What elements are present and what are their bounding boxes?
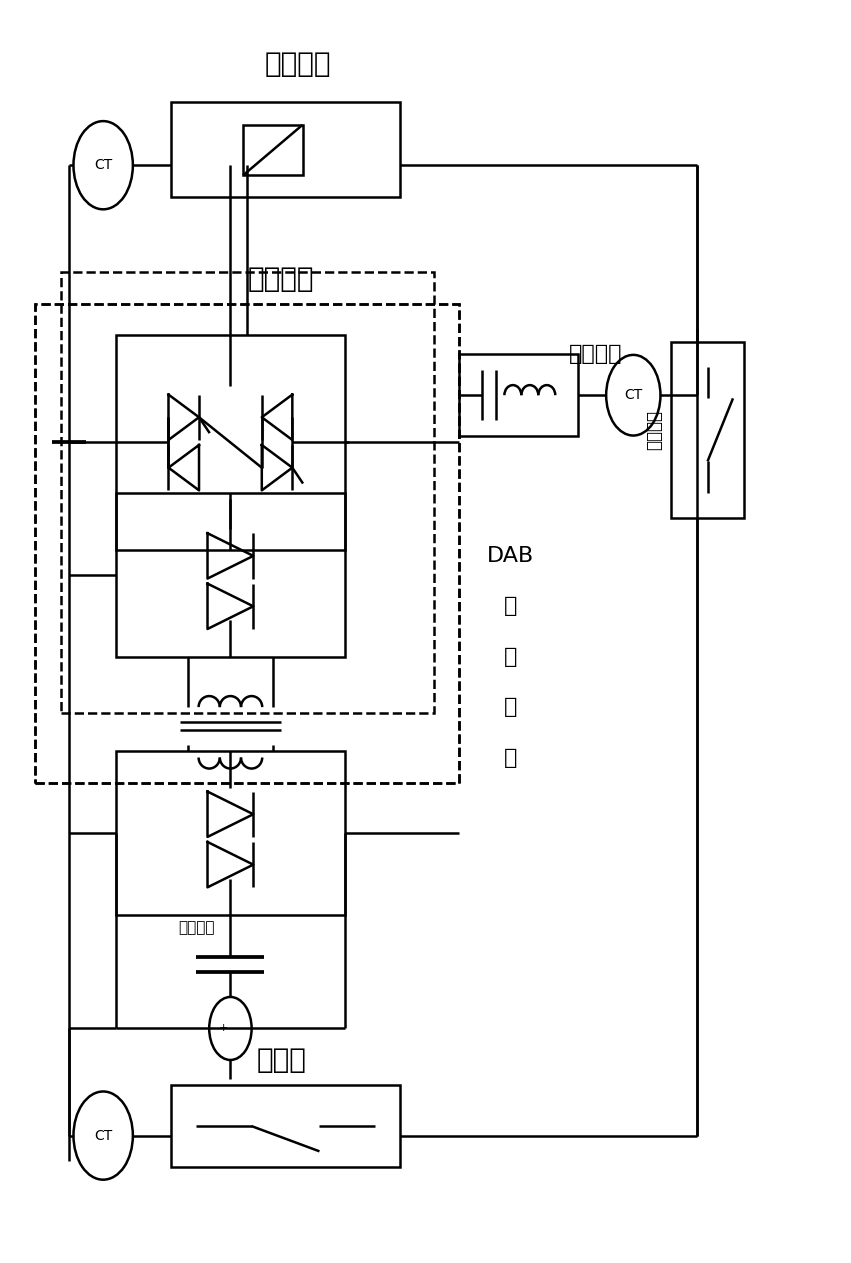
Text: 转移支路: 转移支路 xyxy=(248,265,315,293)
Text: 能: 能 xyxy=(504,647,517,667)
Bar xyxy=(243,125,302,176)
Bar xyxy=(171,1085,400,1167)
Bar xyxy=(116,493,345,657)
Text: CT: CT xyxy=(94,158,112,172)
Text: 耗能支路: 耗能支路 xyxy=(265,51,332,78)
Text: CT: CT xyxy=(94,1129,112,1143)
Text: 谐振电路: 谐振电路 xyxy=(568,345,622,364)
Text: +: + xyxy=(219,1023,228,1033)
Text: 主支路: 主支路 xyxy=(256,1046,306,1074)
Bar xyxy=(36,304,460,783)
Text: 滤波电容: 滤波电容 xyxy=(178,921,214,935)
Text: -: - xyxy=(237,1023,241,1033)
Text: 统: 统 xyxy=(504,748,517,768)
Text: 系: 系 xyxy=(504,697,517,717)
Bar xyxy=(171,102,400,197)
Text: CT: CT xyxy=(624,388,643,402)
Bar xyxy=(460,354,578,436)
Text: 机械开关: 机械开关 xyxy=(646,410,664,450)
Bar xyxy=(671,342,744,518)
Bar xyxy=(36,304,460,783)
Bar xyxy=(60,273,434,714)
Text: 供: 供 xyxy=(504,596,517,616)
Bar xyxy=(116,751,345,916)
Text: DAB: DAB xyxy=(487,546,534,566)
Bar xyxy=(116,336,345,549)
